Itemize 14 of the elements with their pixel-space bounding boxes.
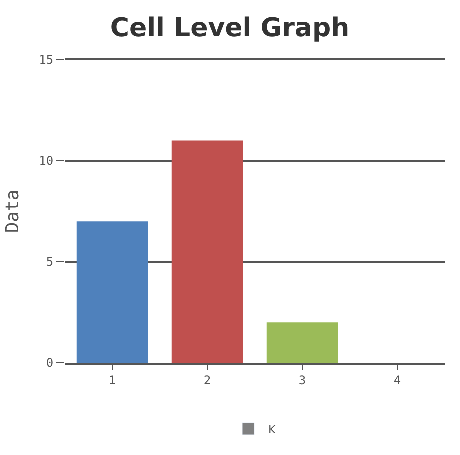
text: K (268, 423, 276, 436)
bar (76, 222, 148, 363)
y-tick-label: 0 (46, 356, 54, 370)
x-tick-label: 2 (204, 373, 212, 388)
x-tick-label: 4 (394, 373, 402, 388)
y-tick-label: 5 (46, 255, 54, 270)
bar (172, 140, 244, 363)
y-axis-title: Data (2, 190, 24, 234)
y-tick-label: 15 (39, 53, 54, 68)
chart-title: Cell Level Graph (110, 13, 350, 44)
x-tick-label: 3 (298, 373, 306, 388)
bar (266, 322, 338, 363)
x-tick-label: 1 (108, 373, 116, 388)
y-tick-label: 10 (39, 154, 54, 168)
